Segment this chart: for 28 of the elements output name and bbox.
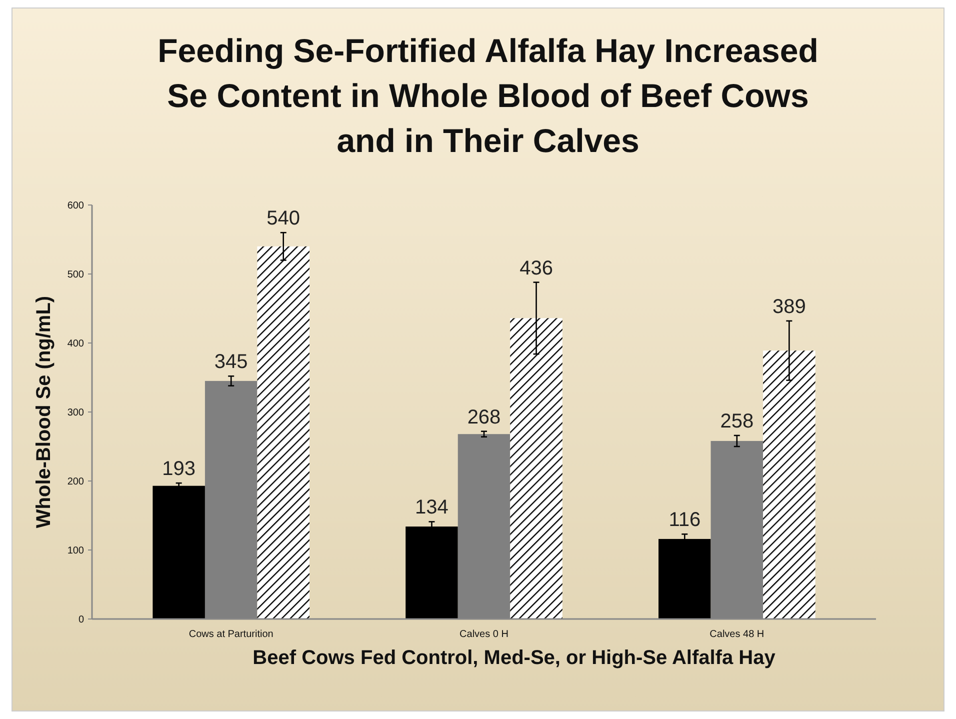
y-tick-label: 100 — [67, 546, 84, 556]
bar — [257, 246, 310, 619]
y-tick-label: 500 — [67, 270, 84, 280]
data-label: 436 — [520, 257, 553, 280]
data-label: 389 — [772, 296, 806, 318]
bar — [152, 486, 205, 619]
data-label: 268 — [467, 406, 501, 428]
data-label: 116 — [668, 509, 701, 532]
x-tick-label: Cows at Parturition — [188, 629, 274, 640]
chart-title: Feeding Se-Fortified Alfalfa Hay Increased Se Content in Whole Blood of Beef Cows and in Their Calves — [158, 32, 818, 159]
data-label: 540 — [266, 208, 300, 230]
bar — [658, 538, 711, 619]
bar — [406, 526, 458, 619]
data-label: 258 — [720, 410, 754, 432]
y-tick-label: 0 — [78, 614, 84, 626]
y-tick-label: 400 — [67, 338, 84, 350]
y-tick-label: 300 — [67, 408, 84, 418]
bar — [763, 350, 816, 619]
x-axis-title: Beef Cows Fed Control, Med-Se, or High-Se Alfalfa Hay — [252, 647, 776, 669]
y-tick-label: 200 — [67, 476, 84, 488]
x-tick-label: Calves 0 H — [460, 629, 508, 640]
x-tick-label: Calves 48 H — [710, 629, 764, 640]
y-tick-label: 600 — [67, 200, 84, 212]
data-label: 193 — [162, 458, 196, 480]
bar — [510, 318, 562, 619]
data-label: 345 — [214, 351, 248, 374]
y-axis-title: Whole-Blood Se (ng/mL) — [33, 296, 55, 528]
data-label: 134 — [415, 496, 448, 519]
